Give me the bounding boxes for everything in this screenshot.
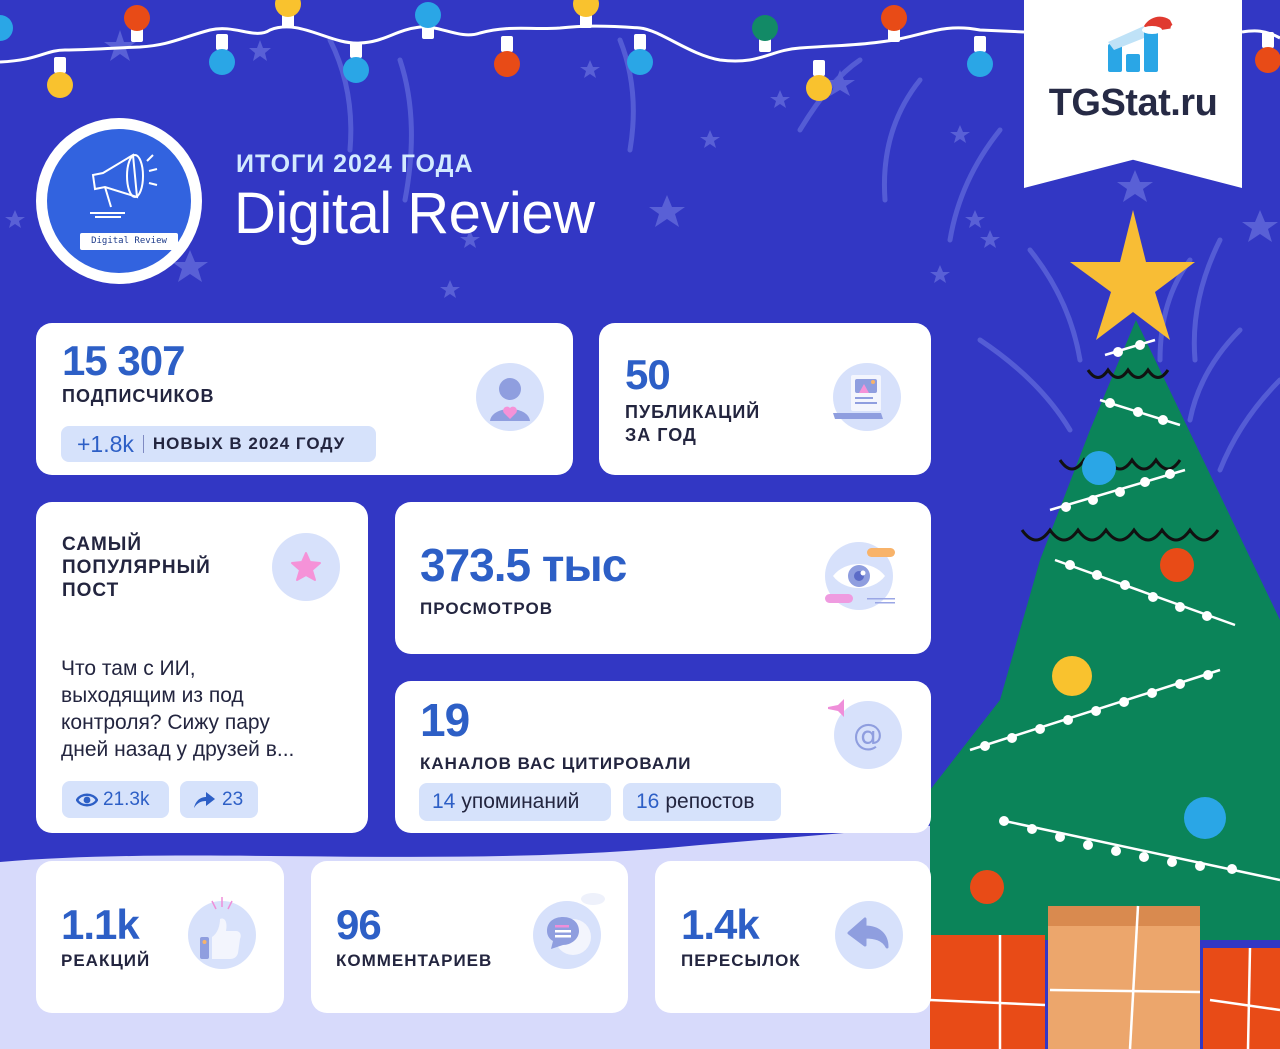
comments-count: 96	[336, 901, 382, 948]
popular-post-excerpt[interactable]: Что там с ИИ, выходящим из под контроля?…	[61, 655, 294, 763]
popular-post-title-line3: ПОСТ	[62, 580, 120, 601]
views-count: 373.5 тыс	[420, 539, 627, 591]
star-icon	[272, 533, 340, 601]
megaphone-icon	[90, 153, 158, 218]
citations-count: 19	[420, 694, 470, 746]
reply-arrow-icon	[835, 901, 903, 969]
user-heart-icon	[476, 363, 544, 431]
views-label: ПРОСМОТРОВ	[420, 599, 553, 618]
post-text-line: выходящим из под	[61, 684, 244, 707]
document-image-icon	[833, 363, 901, 431]
subscribers-count: 15 307	[62, 337, 185, 384]
subscribers-growth-label: НОВЫХ В 2024 ГОДУ	[152, 434, 346, 453]
views-card: 373.5 тыс ПРОСМОТРОВ	[395, 502, 931, 654]
post-text-line: Что там с ИИ,	[61, 657, 196, 680]
chat-bubble-icon	[533, 893, 605, 969]
reposts-pill: 16 репостов	[623, 783, 781, 821]
post-shares-count: 23	[222, 788, 244, 810]
channel-avatar: Digital Review	[36, 118, 202, 284]
share-arrow-icon	[194, 791, 215, 808]
forwards-count: 1.4k	[681, 901, 760, 948]
eye-icon	[76, 793, 98, 806]
comments-card: 96 КОММЕНТАРИЕВ	[311, 861, 628, 1013]
eye-icon	[825, 542, 895, 610]
post-text-line: дней назад у друзей в...	[61, 738, 295, 761]
subscribers-label: ПОДПИСЧИКОВ	[62, 386, 215, 406]
tgstat-badge[interactable]: TGStat.ru	[1024, 0, 1242, 188]
post-shares-pill: 23	[180, 781, 258, 818]
reactions-label: РЕАКЦИЙ	[61, 951, 151, 970]
reactions-card: 1.1k РЕАКЦИЙ	[36, 861, 284, 1013]
bar-chart-santa-hat-icon	[1108, 16, 1178, 72]
forwards-label: ПЕРЕСЫЛОК	[681, 951, 801, 970]
post-views-pill: 21.3k	[62, 781, 169, 818]
forwards-card: 1.4k ПЕРЕСЫЛОК	[655, 861, 931, 1013]
citations-card: 19 КАНАЛОВ ВАС ЦИТИРОВАЛИ 14 упоминаний …	[395, 681, 931, 833]
popular-post-title-line1: САМЫЙ	[62, 534, 143, 555]
divider	[142, 435, 144, 453]
at-sign-icon: @	[828, 699, 902, 769]
comments-label: КОММЕНТАРИЕВ	[336, 951, 493, 970]
thumbs-up-icon	[188, 897, 256, 969]
svg-text:@: @	[853, 718, 883, 753]
reposts-count: 16	[636, 790, 660, 813]
citations-label: КАНАЛОВ ВАС ЦИТИРОВАЛИ	[420, 754, 692, 773]
popular-post-title-line2: ПОПУЛЯРНЫЙ	[62, 557, 211, 578]
post-views-count: 21.3k	[103, 788, 150, 810]
tgstat-logo-text: TGStat.ru	[1048, 82, 1218, 124]
post-text-line: контроля? Сижу пару	[61, 711, 270, 734]
report-kicker: ИТОГИ 2024 ГОДА	[236, 150, 474, 178]
publications-label-line1: ПУБЛИКАЦИЙ	[625, 402, 761, 422]
mentions-count: 14	[432, 790, 456, 813]
publications-label-line2: ЗА ГОД	[625, 425, 697, 445]
reposts-label: репостов	[665, 790, 755, 813]
popular-post-card[interactable]: САМЫЙ ПОПУЛЯРНЫЙ ПОСТ Что там с ИИ, выхо…	[36, 502, 368, 833]
reactions-count: 1.1k	[61, 901, 140, 948]
publications-count: 50	[625, 351, 671, 398]
subscribers-growth-value: +1.8k	[77, 430, 134, 457]
subscribers-growth-pill: +1.8k НОВЫХ В 2024 ГОДУ	[61, 426, 376, 462]
subscribers-card: 15 307 ПОДПИСЧИКОВ +1.8k НОВЫХ В 2024 ГО…	[36, 323, 573, 475]
christmas-tree	[930, 210, 1280, 940]
channel-title: Digital Review	[234, 181, 595, 246]
publications-card: 50 ПУБЛИКАЦИЙ ЗА ГОД	[599, 323, 931, 475]
mentions-label: упоминаний	[461, 790, 580, 813]
channel-avatar-label: Digital Review	[80, 233, 178, 250]
mentions-pill: 14 упоминаний	[419, 783, 611, 821]
